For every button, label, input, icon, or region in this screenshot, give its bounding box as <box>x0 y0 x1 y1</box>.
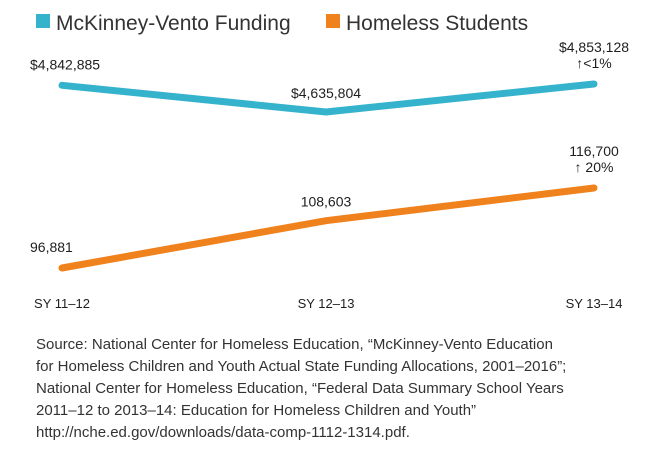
source-note: Source: National Center for Homeless Edu… <box>36 334 646 444</box>
legend-label-funding: McKinney-Vento Funding <box>56 12 291 35</box>
legend-swatch-funding <box>36 14 50 28</box>
chart: McKinney-Vento Funding Homeless Students… <box>30 12 629 441</box>
x-tick-label: SY 12–13 <box>298 296 355 311</box>
series-line-1 <box>58 184 598 272</box>
source-line: Source: National Center for Homeless Edu… <box>36 336 553 353</box>
source-link[interactable]: http://nche.ed.gov/downloads/data-comp-1… <box>36 424 410 441</box>
source-line: 2011–12 to 2013–14: Education for Homele… <box>36 402 477 419</box>
data-label: 96,881 <box>30 239 73 255</box>
x-tick-label: SY 13–14 <box>566 296 623 311</box>
legend-label-students: Homeless Students <box>346 12 528 35</box>
change-annotation: ↑<1% <box>576 55 611 71</box>
legend-swatch-students <box>326 14 340 28</box>
legend: McKinney-Vento Funding Homeless Students <box>36 12 528 35</box>
data-label: 108,603 <box>301 194 352 210</box>
source-line: for Homeless Children and Youth Actual S… <box>36 358 567 375</box>
data-label: 116,700 <box>569 143 619 159</box>
data-label: $4,853,128 <box>559 39 629 55</box>
change-annotation: ↑ 20% <box>575 159 614 175</box>
data-label: $4,842,885 <box>30 56 100 72</box>
x-tick-label: SY 11–12 <box>34 296 90 311</box>
line-chart: McKinney-Vento Funding Homeless Students… <box>30 12 629 311</box>
data-label: $4,635,804 <box>291 85 361 101</box>
source-line: National Center for Homeless Education, … <box>36 380 564 397</box>
series-line-0 <box>58 80 598 116</box>
